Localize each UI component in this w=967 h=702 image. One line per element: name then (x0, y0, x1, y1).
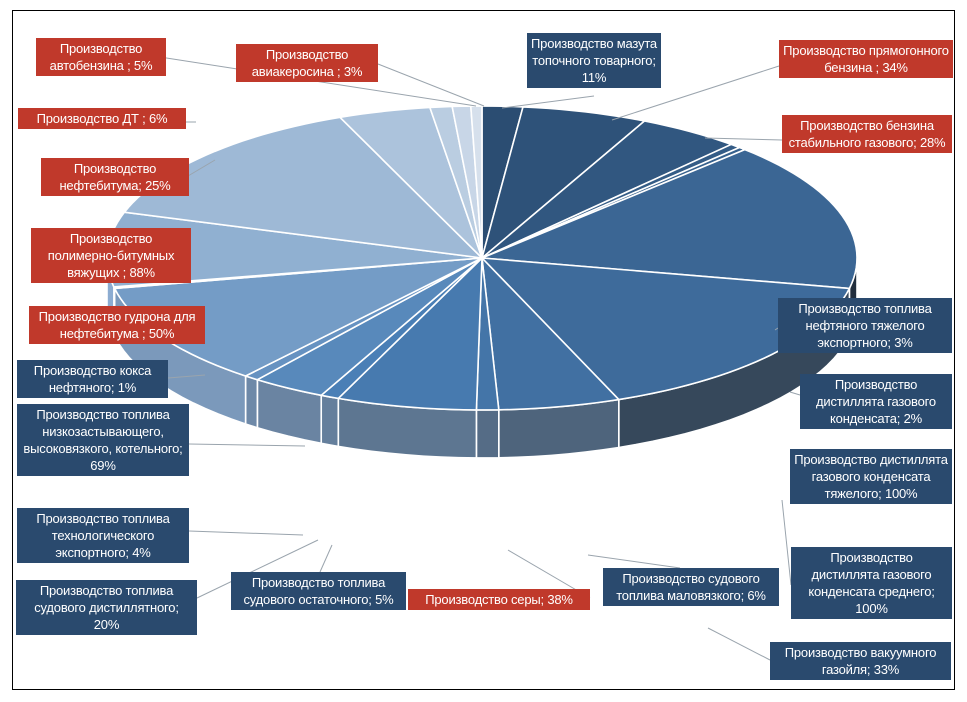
label-sudovoe-ost: Производство топлива судового остаточног… (231, 572, 406, 610)
pie-slice-2 (481, 120, 733, 259)
label-koks: Производство кокса нефтяного; 1% (17, 360, 168, 398)
pie-slice-11 (256, 257, 483, 397)
pie-side-8 (475, 409, 500, 459)
leader-line-16 (707, 627, 771, 661)
label-avtobenzin: Производство автобензина ; 5% (36, 38, 166, 76)
label-vakuum: Производство вакуумного газойля; 33% (770, 642, 951, 680)
leader-line-17 (781, 499, 792, 586)
leader-line-4 (704, 137, 783, 141)
label-gudron: Производство гудрона для нефтебитума ; 5… (29, 306, 205, 344)
label-nizkozast: Производство топлива низкозастывающего, … (17, 404, 189, 476)
label-sudovoe-dist: Производство топлива судового дистиллятн… (16, 580, 197, 635)
pie-slice-9 (337, 257, 483, 411)
pie-slice-7 (481, 257, 620, 411)
label-toplivo-tyazh: Производство топлива нефтяного тяжелого … (778, 298, 952, 353)
pie-slice-5 (481, 148, 858, 290)
pie-side-10 (320, 394, 340, 448)
label-aviakerosin: Производство авиакеросина ; 3% (236, 44, 378, 82)
leader-line-7 (774, 327, 779, 331)
pie-side-12 (244, 374, 259, 429)
leader-line-13 (319, 544, 333, 573)
label-polimer: Производство полимерно-битумных вяжущих … (31, 228, 191, 283)
leader-line-11 (188, 530, 304, 536)
leader-line-1 (377, 63, 485, 107)
leader-line-15 (587, 554, 681, 569)
pie-slice-17 (339, 106, 483, 259)
leader-line-10 (188, 443, 306, 447)
label-neftebitum: Производство нефтебитума; 25% (41, 158, 189, 196)
pie-top (106, 105, 858, 411)
label-tehnolog: Производство топлива технологического эк… (17, 508, 189, 563)
leader-line-2 (501, 95, 595, 109)
label-sudovoe-malo: Производство судового топлива маловязког… (603, 568, 779, 606)
leader-line-8 (789, 391, 801, 396)
label-distillat-sred: Производство дистиллята газового конденс… (791, 547, 952, 619)
pie-slice-20 (470, 105, 483, 259)
label-distillat: Производство дистиллята газового конденс… (800, 374, 952, 429)
leader-line-12 (196, 539, 319, 599)
leader-line-9 (167, 374, 206, 379)
label-mazut: Производство мазута топочного товарного;… (527, 33, 661, 88)
label-benzin-stab: Производство бензина стабильного газовог… (782, 115, 952, 153)
label-distillat-tyazh: Производство дистиллята газового конденс… (790, 449, 952, 504)
label-dt: Производство ДТ ; 6% (18, 108, 186, 129)
label-sera: Производство серы; 38% (408, 589, 590, 610)
pie-slice-1 (481, 106, 646, 259)
leader-line-3 (611, 65, 780, 121)
leader-line-5 (187, 159, 216, 177)
label-pryamogon: Производство прямогонного бензина ; 34% (779, 40, 953, 78)
